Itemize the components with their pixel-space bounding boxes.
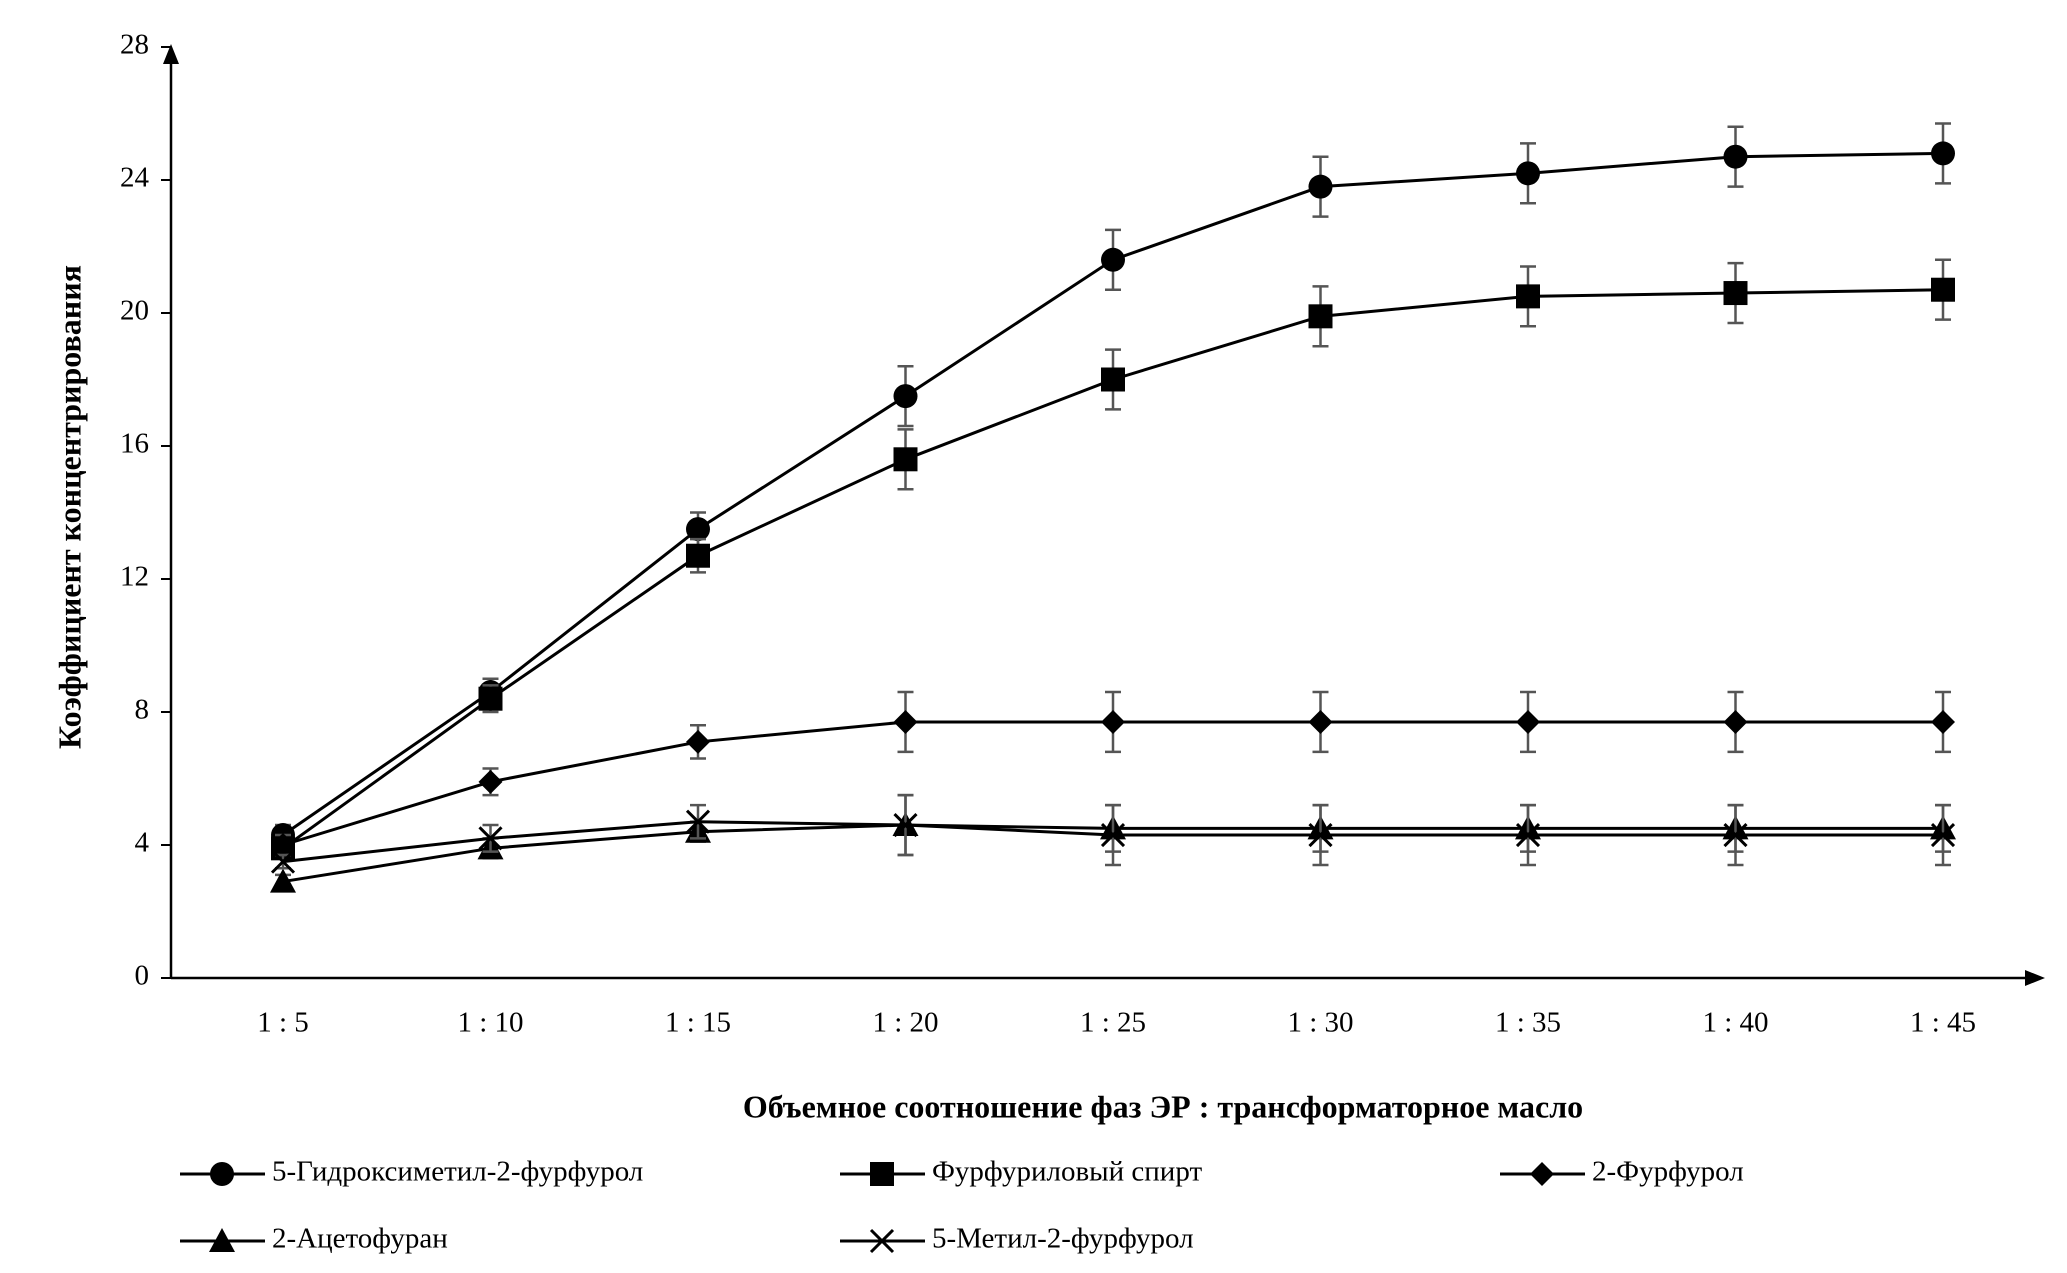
x-tick-label: 1 : 5: [257, 1007, 309, 1039]
data-point: [1308, 709, 1333, 734]
data-point: [1723, 144, 1748, 169]
data-point: [893, 384, 918, 409]
data-point: [1930, 822, 1956, 848]
legend-marker: [209, 1228, 235, 1252]
x-tick-label: 1 : 15: [665, 1007, 731, 1039]
data-point: [1931, 709, 1955, 734]
legend-label: 5-Метил-2-фурфурол: [932, 1223, 1194, 1255]
data-point: [1101, 367, 1125, 392]
x-tick-label: 1 : 10: [457, 1007, 523, 1039]
data-point: [1723, 709, 1748, 734]
data-point: [1101, 247, 1125, 272]
legend-marker: [1530, 1162, 1554, 1186]
data-point: [478, 826, 503, 851]
y-tick-label: 12: [120, 561, 149, 593]
data-point: [1516, 709, 1540, 734]
legend-label: 2-Фурфурол: [1592, 1156, 1744, 1188]
data-point: [478, 686, 503, 711]
data-point: [893, 812, 918, 838]
data-point: [1931, 277, 1955, 302]
legend-label: Фурфуриловый спирт: [932, 1156, 1202, 1188]
y-tick-label: 28: [120, 29, 149, 61]
legend-marker: [210, 1162, 234, 1186]
x-axis-arrow: [2025, 970, 2045, 986]
y-tick-label: 0: [135, 960, 150, 992]
y-tick-label: 8: [135, 694, 150, 726]
data-point: [270, 868, 296, 893]
x-tick-label: 1 : 25: [1080, 1007, 1146, 1039]
data-point: [686, 517, 710, 542]
x-tick-label: 1 : 30: [1287, 1007, 1353, 1039]
data-point: [686, 729, 710, 754]
data-point: [893, 709, 918, 734]
x-tick-label: 1 : 40: [1702, 1007, 1768, 1039]
data-point: [893, 447, 918, 472]
data-point: [1931, 141, 1955, 166]
y-tick-label: 24: [120, 162, 150, 194]
legend-label: 2-Ацетофуран: [272, 1223, 448, 1255]
y-tick-label: 20: [120, 295, 149, 327]
y-axis-title: Коэффициент концентрирования: [51, 265, 87, 749]
data-point: [270, 849, 296, 874]
legend-label: 5-Гидроксиметил-2-фурфурол: [272, 1156, 643, 1188]
x-tick-label: 1 : 45: [1910, 1007, 1976, 1039]
data-point: [271, 833, 295, 857]
y-tick-label: 4: [135, 827, 150, 859]
y-axis-arrow: [163, 44, 179, 64]
legend-marker: [870, 1162, 894, 1186]
data-point: [1308, 304, 1333, 329]
x-axis-title: Объемное соотношение фаз ЭР : трансформа…: [743, 1088, 1583, 1124]
data-point: [685, 809, 711, 834]
data-point: [478, 769, 503, 794]
data-point: [1516, 284, 1540, 309]
data-point: [1515, 822, 1541, 848]
data-point: [1723, 281, 1748, 306]
data-point: [1516, 161, 1540, 186]
data-point: [1100, 822, 1126, 848]
x-tick-label: 1 : 20: [872, 1007, 938, 1039]
data-point: [1723, 822, 1748, 848]
data-point: [686, 543, 710, 568]
data-point: [1308, 174, 1333, 199]
x-tick-label: 1 : 35: [1495, 1007, 1561, 1039]
data-point: [1308, 822, 1333, 848]
data-point: [1101, 709, 1125, 734]
y-tick-label: 16: [120, 428, 149, 460]
legend-marker: [869, 1228, 895, 1254]
